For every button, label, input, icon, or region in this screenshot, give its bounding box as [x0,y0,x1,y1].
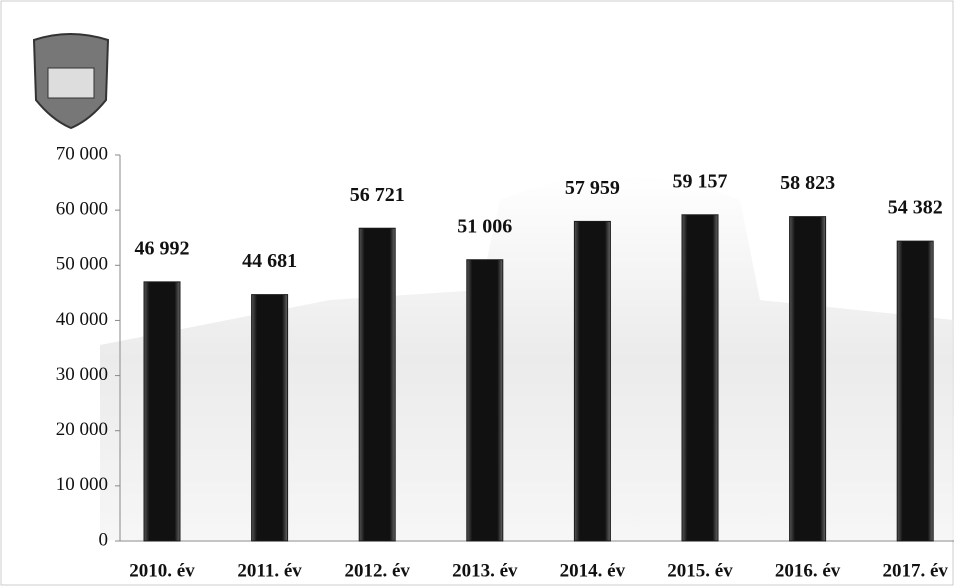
y-tick-label: 70 000 [56,143,108,164]
y-tick-label: 60 000 [56,199,108,220]
bar [466,259,504,542]
y-tick-label: 0 [99,529,109,550]
x-tick-label: 2011. év [237,560,302,581]
value-label: 44 681 [242,250,297,272]
value-label: 56 721 [350,184,405,206]
x-tick-label: 2017. év [882,560,948,581]
y-tick-label: 30 000 [56,364,108,385]
x-tick-label: 2013. év [452,560,518,581]
bar [573,220,611,542]
value-label: 51 006 [457,215,512,237]
x-tick-label: 2015. év [667,560,733,581]
x-tick-label: 2012. év [344,560,410,581]
x-tick-label: 2016. év [775,560,841,581]
bar [789,216,827,542]
value-label: 54 382 [888,197,943,219]
bar [251,294,289,542]
logo [32,33,110,130]
y-tick-label: 10 000 [56,474,108,495]
bar [896,240,934,542]
bar [143,281,181,542]
bar [681,214,719,542]
bar [358,227,396,542]
value-label: 58 823 [780,172,835,194]
x-tick-label: 2014. év [560,560,626,581]
background-building [100,175,954,540]
y-tick-label: 40 000 [56,309,108,330]
value-label: 46 992 [135,237,190,259]
value-label: 57 959 [565,177,620,199]
value-label: 59 157 [673,170,728,192]
x-tick-label: 2010. év [129,560,195,581]
y-tick-label: 20 000 [56,419,108,440]
y-tick-label: 50 000 [56,254,108,275]
